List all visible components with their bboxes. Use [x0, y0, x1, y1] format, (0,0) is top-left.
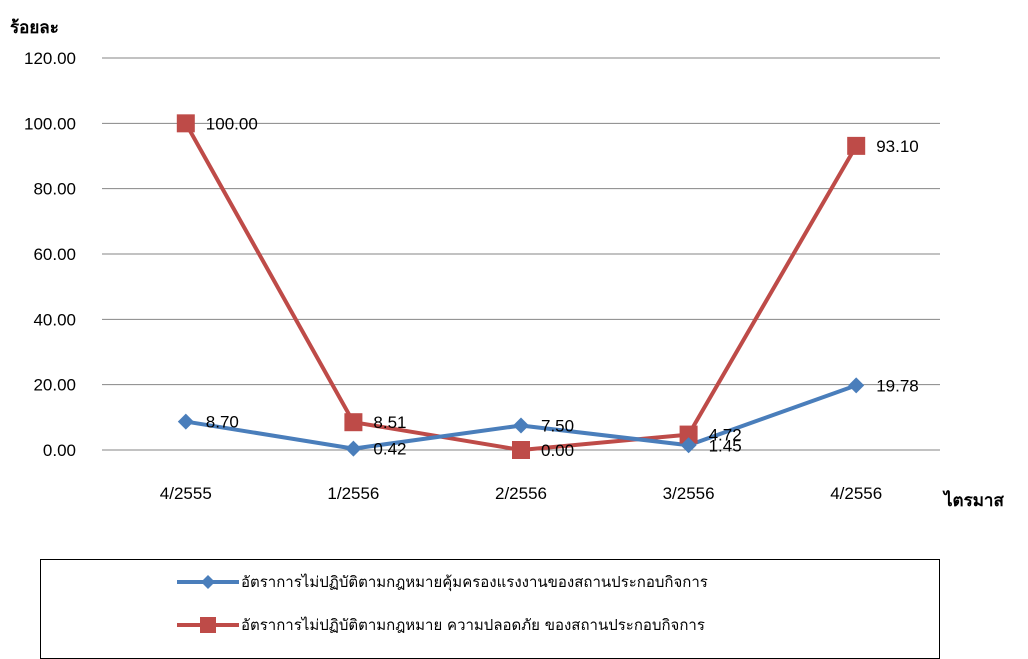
- y-axis-title: ร้อยละ: [10, 18, 59, 38]
- x-axis-ticks: 4/2555 1/2556 2/2556 3/2556 4/2556: [160, 484, 882, 503]
- data-label: 8.70: [206, 413, 239, 432]
- data-point-diamond: [177, 413, 194, 430]
- data-label: 100.00: [206, 114, 258, 133]
- y-tick-label: 100.00: [24, 114, 76, 133]
- series-line: [185, 383, 857, 451]
- legend-swatch-red-square: [177, 617, 239, 633]
- legend-item-safety: อัตราการไม่ปฏิบัติตามกฎหมาย ความปลอดภัย …: [177, 613, 705, 637]
- data-point-diamond: [513, 417, 529, 434]
- y-tick-label: 40.00: [33, 310, 76, 329]
- data-label: 93.10: [876, 137, 919, 156]
- legend-label-labor-protection: อัตราการไม่ปฏิบัติตามกฎหมายคุ้มครองแรงงา…: [241, 573, 708, 591]
- legend: อัตราการไม่ปฏิบัติตามกฎหมายคุ้มครองแรงงา…: [40, 559, 940, 659]
- data-point-diamond: [345, 440, 362, 457]
- y-axis-ticks: 0.00 20.00 40.00 60.00 80.00 100.00 120.00: [24, 49, 76, 460]
- x-tick-label: 4/2555: [160, 484, 212, 503]
- data-label: 19.78: [876, 376, 919, 395]
- y-tick-label: 20.00: [33, 376, 76, 395]
- gridlines: [102, 57, 940, 451]
- data-label: 0.42: [373, 440, 406, 459]
- x-tick-label: 3/2556: [663, 484, 715, 503]
- data-label: 4.72: [709, 426, 742, 445]
- series-line: [184, 122, 858, 452]
- x-axis-title: ไตรมาส: [942, 490, 1004, 511]
- x-tick-label: 4/2556: [830, 484, 882, 503]
- series-lines: [184, 122, 858, 452]
- legend-swatch-blue-diamond: [177, 575, 239, 589]
- y-tick-label: 0.00: [43, 441, 76, 460]
- data-point-square: [344, 413, 363, 432]
- data-label: 7.50: [541, 417, 574, 436]
- data-point-square: [512, 441, 530, 459]
- data-point-square: [176, 114, 195, 133]
- legend-item-labor-protection: อัตราการไม่ปฏิบัติตามกฎหมายคุ้มครองแรงงา…: [177, 570, 708, 594]
- data-point-diamond: [680, 437, 697, 454]
- y-tick-label: 60.00: [33, 245, 76, 264]
- data-point-square: [847, 136, 866, 155]
- data-labels: 8.70 0.42 7.50 1.45 19.78 100.00 8.51 0.00 4.72 9…: [206, 114, 919, 460]
- data-point-diamond: [848, 377, 865, 394]
- legend-label-safety: อัตราการไม่ปฏิบัติตามกฎหมาย ความปลอดภัย …: [241, 616, 705, 634]
- y-tick-label: 120.00: [24, 49, 76, 68]
- y-tick-label: 80.00: [33, 180, 76, 199]
- data-point-square: [679, 425, 698, 444]
- data-label: 1.45: [709, 436, 742, 455]
- x-tick-label: 2/2556: [495, 484, 547, 503]
- x-tick-label: 1/2556: [327, 484, 379, 503]
- line-chart: 0.00 20.00 40.00 60.00 80.00 100.00 120.00 4/2…: [10, 18, 1004, 511]
- series-markers: [176, 114, 866, 459]
- data-label: 0.00: [541, 441, 574, 460]
- data-label: 8.51: [373, 413, 406, 432]
